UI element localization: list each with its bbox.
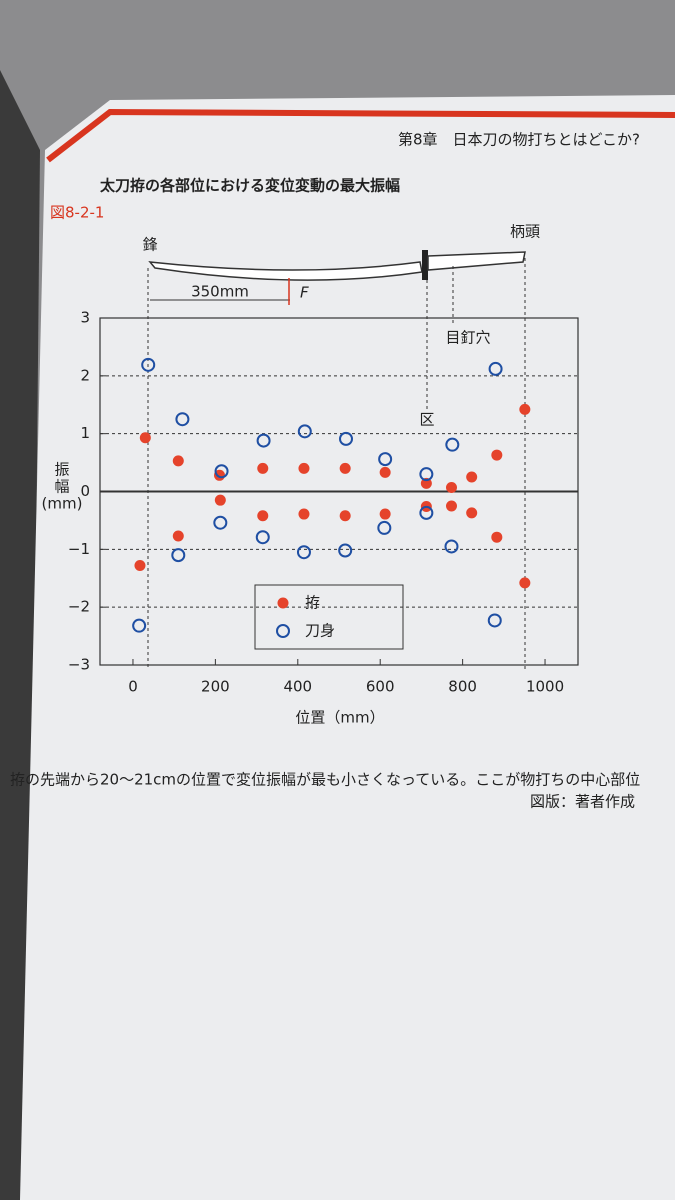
x-axis-label: 位置（mm） <box>295 709 384 727</box>
x-tick-label: 0 <box>128 678 138 696</box>
plot: −3 −2 −1 0 1 2 3 0 200 400 600 800 1000 振幅(mm) 拵刀身 <box>42 309 579 696</box>
sword-guard <box>422 250 428 280</box>
point <box>466 471 478 483</box>
y-tick-label: 3 <box>80 309 90 327</box>
y-tick-label: 1 <box>80 424 90 442</box>
chart-title: 太刀拵の各部位における変位変動の最大振幅 <box>100 177 400 195</box>
point <box>132 618 147 633</box>
annotation: F <box>300 284 309 302</box>
sword-hilt <box>427 251 526 271</box>
point <box>134 560 146 572</box>
point <box>445 500 457 512</box>
legend-label: 刀身 <box>305 622 335 640</box>
point <box>491 531 503 543</box>
point <box>444 539 459 554</box>
point <box>214 494 226 506</box>
annotation: 鋒 <box>142 236 157 254</box>
point <box>175 412 190 427</box>
point <box>339 510 351 522</box>
chapter-header: 第8章 日本刀の物打ちとはどこか? <box>398 131 640 149</box>
point <box>255 530 270 545</box>
y-axis-label: 幅 <box>54 478 69 496</box>
point <box>491 449 503 461</box>
point <box>297 424 312 439</box>
point <box>487 613 502 628</box>
point <box>338 543 353 558</box>
book-page <box>20 95 675 1200</box>
x-tick-label: 400 <box>283 678 312 696</box>
point <box>298 508 310 520</box>
point <box>377 520 392 535</box>
credit: 図版：著者作成 <box>530 793 635 811</box>
point <box>296 545 311 560</box>
legend-marker <box>276 624 290 638</box>
caption: 拵の先端から20〜21cmの位置で変位振幅が最も小さくなっている。ここが物打ちの… <box>10 771 640 789</box>
x-tick-label: 800 <box>448 678 477 696</box>
legend-label: 拵 <box>305 594 320 612</box>
x-tick-label: 600 <box>366 678 395 696</box>
x-tick-label: 200 <box>201 678 230 696</box>
point <box>298 462 310 474</box>
point <box>379 508 391 520</box>
page-rule <box>46 108 675 163</box>
y-tick-label: 2 <box>80 366 90 384</box>
annotation: 350mm <box>191 283 249 301</box>
point <box>171 548 186 563</box>
point <box>257 462 269 474</box>
point <box>519 403 531 415</box>
point <box>172 530 184 542</box>
point <box>378 452 393 467</box>
point <box>172 455 184 467</box>
y-axis-label: 振 <box>54 461 69 479</box>
point <box>445 481 457 493</box>
point <box>141 357 156 372</box>
point <box>419 467 434 482</box>
point <box>214 464 229 479</box>
y-tick-label: −1 <box>68 540 90 558</box>
point <box>420 477 432 489</box>
annotation: 柄頭 <box>510 223 540 241</box>
legend-marker <box>277 597 289 609</box>
point <box>488 361 503 376</box>
point <box>213 515 228 530</box>
legend-box <box>254 584 404 650</box>
x-tick-label: 1000 <box>526 678 564 696</box>
y-tick-label: −3 <box>68 656 90 674</box>
point <box>339 431 354 446</box>
point <box>379 466 391 478</box>
point <box>419 505 434 520</box>
y-tick-label: −2 <box>68 598 90 616</box>
point <box>256 433 271 448</box>
point <box>257 510 269 522</box>
point <box>466 507 478 519</box>
annotation: 目釘穴 <box>445 329 490 347</box>
y-axis-label: (mm) <box>42 495 83 513</box>
y-tick-label: 0 <box>80 482 90 500</box>
point <box>339 462 351 474</box>
annotation: 区 <box>419 411 434 429</box>
point <box>139 432 151 444</box>
figure-label: 図8-2-1 <box>50 204 104 222</box>
point <box>519 577 531 589</box>
point <box>445 437 460 452</box>
